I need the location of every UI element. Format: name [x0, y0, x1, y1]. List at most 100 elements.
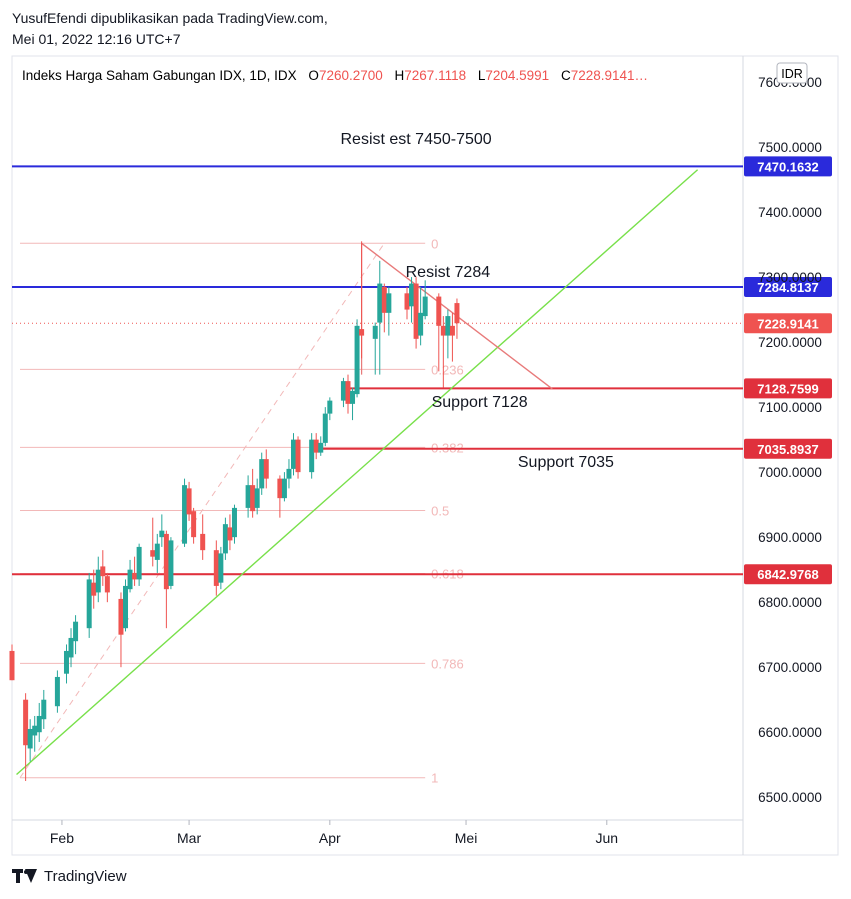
candle-body	[263, 459, 269, 479]
price-tick-label: 7000.0000	[758, 465, 822, 480]
open-label: O	[308, 68, 319, 83]
candle-body	[286, 468, 292, 479]
candle-body	[150, 550, 156, 557]
candle-body	[23, 699, 29, 746]
candle-body	[313, 439, 319, 453]
candle-body	[104, 576, 110, 593]
candle-body	[318, 442, 324, 453]
price-tick-label: 7200.0000	[758, 335, 822, 350]
time-axis[interactable]: Feb Mar Apr Mei Jun	[50, 820, 618, 846]
high-label: H	[395, 68, 405, 83]
horizontal-levels[interactable]: 7470.1632 7284.8137 7128.7599 7035.8937 6842…	[12, 156, 832, 585]
candle-body	[440, 325, 446, 336]
candle-body	[100, 566, 106, 577]
time-tick-label: Feb	[50, 830, 74, 846]
candle-body	[372, 325, 378, 339]
candle-body	[32, 725, 38, 736]
fib-level-label: 0.5	[431, 503, 449, 518]
symbol-ohlc: Indeks Harga Saham Gabungan IDX, 1D, IDX…	[22, 68, 648, 83]
close-label: C	[561, 68, 571, 83]
price-axis[interactable]: 6500.0000 6600.0000 6700.0000 6800.0000 6900…	[758, 75, 822, 805]
low-value: 7204.5991	[485, 68, 549, 83]
candle-body	[27, 728, 33, 749]
high-value: 7267.1118	[404, 68, 466, 83]
candle-body	[350, 390, 356, 404]
candle-body	[63, 650, 69, 674]
candle-body	[386, 293, 392, 313]
last-price-tag	[744, 313, 832, 334]
price-level-tag-label: 7128.7599	[757, 381, 818, 396]
price-level-tag	[744, 564, 832, 585]
publisher-line: YusufEfendi dipublikasikan pada TradingV…	[12, 10, 328, 26]
candle-body	[418, 312, 424, 336]
candle-body	[281, 478, 287, 499]
candle-body	[327, 400, 333, 414]
price-level-tag-label: 7284.8137	[757, 280, 818, 295]
chart-frame	[11, 55, 839, 856]
price-level-tag	[744, 438, 832, 459]
candle-body	[231, 507, 237, 538]
candle-body	[159, 530, 165, 538]
time-tick-label: Mei	[455, 830, 478, 846]
candle-body	[218, 553, 224, 583]
candle-body	[36, 715, 42, 733]
candle-body	[118, 598, 124, 635]
candle-body	[449, 325, 455, 336]
price-tick-label: 6500.0000	[758, 790, 822, 805]
tradingview-logo-icon	[12, 867, 38, 885]
candle-body	[222, 524, 228, 554]
text-annotation: Support 7035	[518, 454, 614, 471]
price-tick-label: 7100.0000	[758, 400, 822, 415]
candle-body	[9, 650, 15, 681]
time-tick-label: Apr	[319, 830, 341, 846]
price-level-tag	[744, 276, 832, 297]
trend-lines[interactable]	[16, 169, 699, 776]
candle-body	[245, 485, 251, 508]
candle-body	[254, 488, 260, 508]
currency-badge-box[interactable]	[776, 62, 808, 84]
candle-body	[445, 316, 451, 336]
candle-body	[413, 283, 419, 339]
candle-body	[54, 676, 60, 707]
currency-badge[interactable]: IDR	[776, 62, 808, 84]
candle-body	[250, 485, 256, 512]
candle-body	[123, 585, 129, 629]
candle-body	[186, 488, 192, 515]
candle-body	[377, 283, 383, 323]
fib-level-label: 0	[431, 236, 438, 251]
tradingview-brand[interactable]: TradingView	[12, 867, 127, 885]
candle-body	[68, 637, 74, 658]
candle-body	[277, 478, 283, 499]
candle-body	[291, 439, 297, 469]
price-level-tag-label: 7035.8937	[757, 442, 818, 457]
candle-body	[359, 329, 365, 336]
price-tick-label: 7400.0000	[758, 205, 822, 220]
candle-body	[259, 459, 265, 489]
uptrend-line	[16, 169, 699, 776]
close-value: 7228.9141…	[571, 68, 648, 83]
symbol-name: Indeks Harga Saham Gabungan IDX, 1D, IDX	[22, 68, 297, 83]
candle-body	[322, 413, 328, 443]
candlesticks[interactable]	[9, 241, 460, 781]
price-level-tag	[744, 156, 832, 177]
annotations[interactable]: Resist est 7450-7500 Resist 7284 Support 7…	[340, 131, 614, 471]
price-tick-label: 6800.0000	[758, 595, 822, 610]
open-value: 7260.2700	[319, 68, 383, 83]
candle-body	[91, 582, 97, 596]
fib-level-label: 1	[431, 771, 438, 786]
text-annotation: Resist est 7450-7500	[340, 131, 491, 148]
fib-level-label: 0.786	[431, 656, 464, 671]
price-tick-label: 6600.0000	[758, 725, 822, 740]
candle-body	[354, 325, 360, 395]
candle-body	[345, 381, 351, 404]
candle-body	[73, 621, 79, 642]
price-level-tag	[744, 378, 832, 399]
candle-body	[227, 527, 233, 541]
currency-label: IDR	[781, 67, 803, 81]
price-tick-label: 6900.0000	[758, 530, 822, 545]
candle-body	[95, 569, 101, 593]
candle-body	[436, 296, 442, 326]
candle-body	[191, 511, 197, 538]
